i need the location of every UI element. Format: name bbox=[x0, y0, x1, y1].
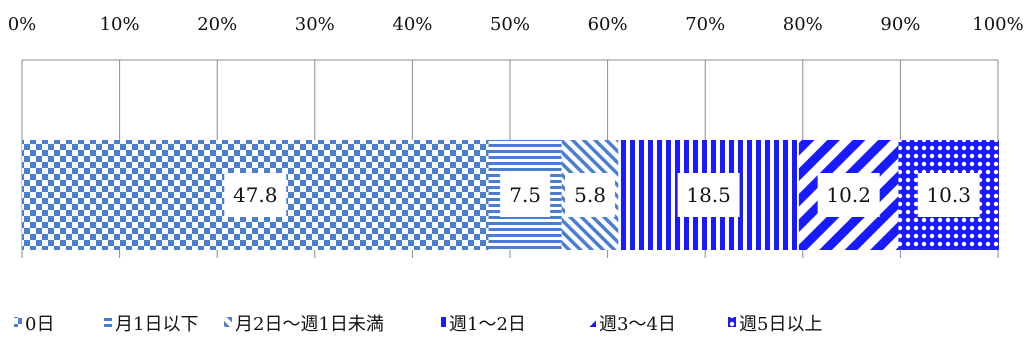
legend: 0日 月1日以下 月2日〜週1日未満 週1〜2日 週3〜4日 週5日以上 bbox=[14, 314, 822, 335]
data-label-box-0 bbox=[224, 173, 287, 217]
legend-label-0: 0日 bbox=[25, 314, 54, 335]
legend-swatch-0 bbox=[14, 317, 22, 327]
data-label-box-5 bbox=[917, 173, 980, 217]
legend-label-5: 週5日以上 bbox=[739, 314, 822, 335]
legend-label-3: 週1〜2日 bbox=[449, 314, 526, 335]
data-label-0: 47.8 bbox=[233, 183, 278, 207]
x-tick-label: 0% bbox=[8, 14, 37, 35]
x-tick-label: 70% bbox=[685, 14, 725, 35]
legend-label-2: 月2日〜週1日未満 bbox=[235, 314, 384, 335]
data-label-4: 10.2 bbox=[826, 183, 871, 207]
data-label-2: 5.8 bbox=[574, 183, 606, 207]
data-label-box-2 bbox=[565, 173, 616, 217]
legend-swatch-1 bbox=[104, 317, 112, 327]
x-tick-label: 40% bbox=[392, 14, 432, 35]
legend-label-4: 週3〜4日 bbox=[599, 314, 676, 335]
legend-swatch-4 bbox=[588, 317, 596, 327]
data-label-5: 10.3 bbox=[926, 183, 971, 207]
x-tick-label: 10% bbox=[100, 14, 140, 35]
legend-swatch-5 bbox=[728, 317, 736, 327]
legend-swatch-2 bbox=[224, 317, 232, 327]
x-tick-label: 100% bbox=[972, 14, 1023, 35]
x-tick-label: 90% bbox=[880, 14, 920, 35]
data-labels: 47.8 7.5 5.8 18.5 10.2 10.3 bbox=[224, 173, 980, 217]
data-label-3: 18.5 bbox=[686, 183, 731, 207]
x-tick-label: 30% bbox=[295, 14, 335, 35]
data-label-1: 7.5 bbox=[509, 183, 541, 207]
x-tick-label: 60% bbox=[588, 14, 628, 35]
legend-swatch-3 bbox=[438, 317, 446, 327]
x-tick-label: 20% bbox=[197, 14, 237, 35]
legend-label-1: 月1日以下 bbox=[115, 314, 198, 335]
data-label-box-4 bbox=[817, 173, 880, 217]
data-label-box-1 bbox=[500, 173, 551, 217]
x-tick-label: 50% bbox=[490, 14, 530, 35]
data-label-box-3 bbox=[677, 173, 740, 217]
x-axis-tick-labels: 0% 10% 20% 30% 40% 50% 60% 70% 80% 90% 100% bbox=[8, 14, 1024, 35]
x-tick-label: 80% bbox=[783, 14, 823, 35]
